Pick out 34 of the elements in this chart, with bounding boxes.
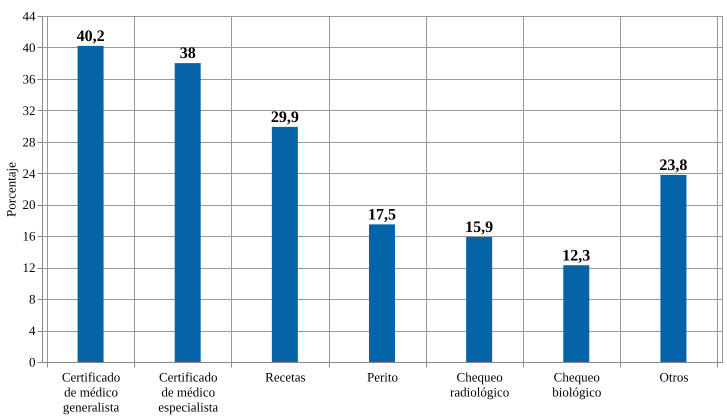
y-tick-label: 0 xyxy=(29,354,36,370)
y-tick-label: 20 xyxy=(22,197,36,212)
x-tick-label: Certificado de médico generalista xyxy=(62,370,120,414)
x-tick-label: Otros xyxy=(659,370,688,384)
bar xyxy=(78,46,104,362)
y-tick-label: 40 xyxy=(22,40,36,55)
data-label: 29,9 xyxy=(270,108,299,126)
x-tick-label: Chequeo radiológico xyxy=(450,370,510,400)
y-axis-title: Porcentaje xyxy=(4,162,18,217)
y-tick-label: 36 xyxy=(22,71,36,86)
data-label: 23,8 xyxy=(659,156,688,174)
y-tick-label: 28 xyxy=(22,134,36,150)
bar xyxy=(466,236,492,362)
y-tick-label: 44 xyxy=(22,8,36,24)
data-label: 12,3 xyxy=(562,247,590,264)
data-label: 15,9 xyxy=(465,218,494,236)
bar xyxy=(272,126,298,362)
data-label: 40,2 xyxy=(76,28,105,45)
x-tick-label: Chequeo biológico xyxy=(552,370,602,400)
x-tick-label: Certificado de médico especialista xyxy=(158,370,218,414)
x-tick-label: Recetas xyxy=(265,370,306,384)
bar xyxy=(174,63,201,362)
y-tick-label: 16 xyxy=(22,228,36,244)
y-tick-label: 32 xyxy=(22,102,36,118)
bar xyxy=(563,265,590,362)
bar xyxy=(369,224,395,362)
y-tick-label: 4 xyxy=(29,323,36,338)
y-tick-label: 12 xyxy=(22,260,36,276)
x-tick-label: Perito xyxy=(366,370,398,384)
data-label: 38 xyxy=(180,45,196,62)
data-label: 17,5 xyxy=(368,206,396,224)
y-tick-label: 24 xyxy=(22,166,36,181)
bar xyxy=(660,174,686,362)
y-tick-label: 8 xyxy=(29,292,36,307)
